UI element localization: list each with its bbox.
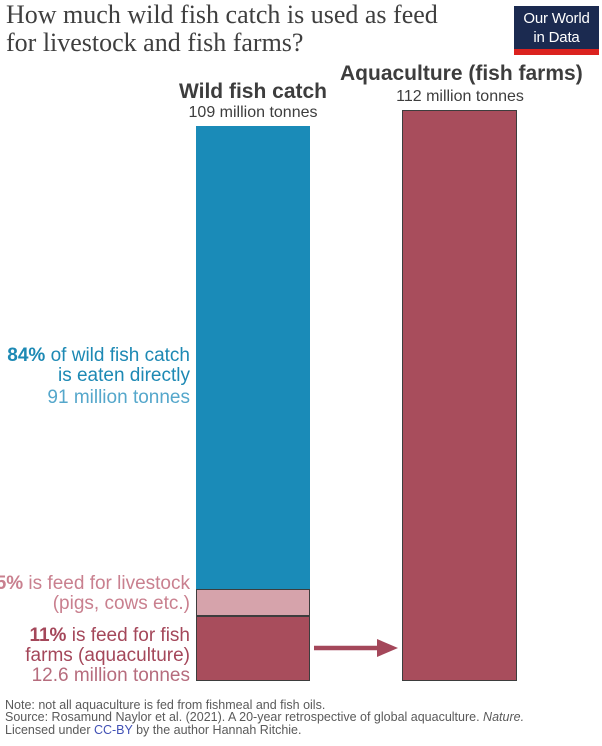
bar-segment-livestock-feed (196, 589, 310, 616)
aquaculture-label: Aquaculture (fish farms) (340, 62, 583, 85)
annotation-fishfarm-amount: 12.6 million tonnes (31, 665, 190, 686)
bar-segment-eaten-directly (196, 126, 310, 589)
annotation-fishfarm-line1: 11% is feed for fish (29, 625, 190, 646)
annotation-eaten-line2: is eaten directly (57, 365, 190, 386)
owid-logo: Our World in Data (514, 6, 599, 55)
bar-aquaculture (402, 110, 517, 681)
footnote: Note: not all aquaculture is fed from fi… (5, 698, 525, 737)
annotation-fishfarm-line2: farms (aquaculture) (25, 645, 190, 666)
cc-by-link[interactable]: CC-BY (93, 722, 133, 737)
annotation-livestock-line1: 5% is feed for livestock (0, 573, 190, 594)
owid-logo-line2: in Data (533, 29, 580, 46)
annotation-eaten-directly: 84% of wild fish catch is eaten directly… (7, 346, 190, 408)
annotation-fishfarm-feed: 11% is feed for fish farms (aquaculture)… (25, 626, 190, 686)
license-line: Licensed under CC-BY by the author Hanna… (5, 722, 302, 737)
wild-fish-catch-label: Wild fish catch (179, 80, 327, 103)
aquaculture-total: 112 million tonnes (396, 88, 524, 105)
annotation-livestock-feed: 5% is feed for livestock (pigs, cows etc… (0, 574, 190, 614)
owid-logo-red-strip (514, 49, 599, 55)
chart-title-line2: for livestock and fish farms? (6, 28, 304, 57)
annotation-eaten-line1: 84% of wild fish catch (7, 345, 190, 366)
note-line: Note: not all aquaculture is fed from fi… (5, 698, 326, 712)
chart-title: How much wild fish catch is used as feed… (6, 1, 511, 57)
source-line: Source: Rosamund Naylor et al. (2021). A… (5, 710, 525, 725)
annotation-eaten-amount: 91 million tonnes (47, 387, 190, 408)
owid-logo-text: Our World in Data (514, 6, 599, 49)
feed-flow-arrow-icon (314, 639, 398, 657)
bar-segment-fishfarm-feed (196, 616, 310, 681)
chart-title-line1: How much wild fish catch is used as feed (6, 0, 438, 29)
wild-fish-catch-total: 109 million tonnes (188, 104, 318, 121)
annotation-livestock-line2: (pigs, cows etc.) (52, 593, 190, 614)
owid-logo-line1: Our World (523, 10, 590, 27)
